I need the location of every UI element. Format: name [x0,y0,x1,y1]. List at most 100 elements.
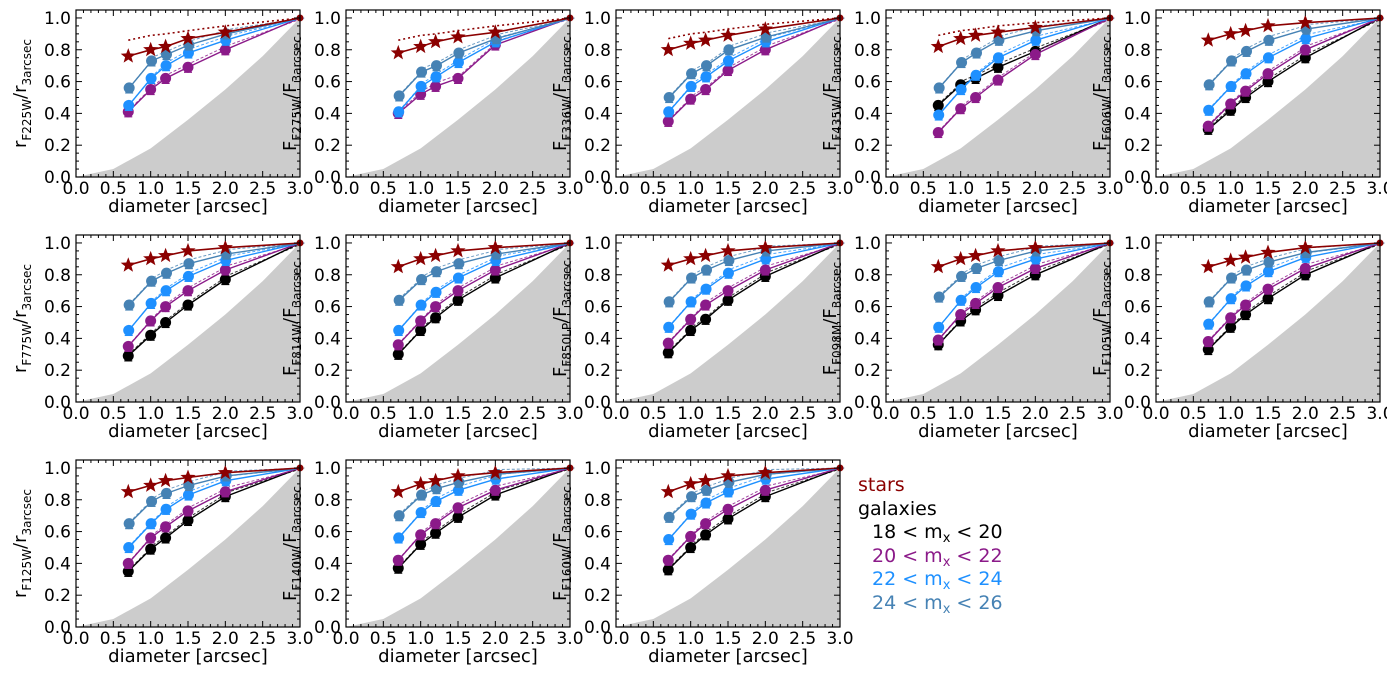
point-star [180,242,196,258]
point-star [487,464,503,480]
point-m18_20 [722,513,734,525]
point-m20_22 [1240,299,1252,311]
point-m18_20 [430,527,442,539]
point-m22_24 [1262,266,1274,278]
legend-stars: stars [858,474,905,496]
y-tick-label: 0.0 [1124,393,1151,413]
series-stars-line [1208,242,1381,268]
point-star [390,483,406,499]
y-axis-label: rF225W/r3arcsec [10,39,34,148]
shaded-region [346,18,570,177]
point-star [968,247,984,263]
y-tick-label: 1.0 [44,234,71,254]
y-tick-label: 0.2 [1124,361,1151,381]
y-tick-label: 0.6 [314,298,341,318]
y-tick-label: 0.8 [314,491,341,511]
x-tick-label: 2.0 [752,404,779,424]
panel-F105W: 0.00.51.01.52.02.53.00.00.20.40.60.81.0d… [1090,234,1387,442]
y-tick-label: 0.4 [854,104,881,124]
point-star [1223,25,1239,41]
y-tick-label: 0.2 [314,136,341,156]
point-m24_26 [123,82,135,94]
point-m20_22 [1262,283,1274,295]
point-m20_22 [662,554,674,566]
y-tick-label: 0.2 [44,136,71,156]
panel-F606W: 0.00.51.01.52.02.53.00.00.20.40.60.81.0d… [1090,9,1387,217]
point-m22_24 [700,283,712,295]
y-tick-label: 0.8 [584,266,611,286]
point-star [930,258,946,274]
point-m20_22 [430,518,442,530]
x-tick-label: 3.0 [556,404,583,424]
point-star [953,250,969,266]
panel-F225W: 0.0 0.5 1.0 1.5 2.0 2.5 3.00.00.20.40.60.81.0d… [10,9,314,217]
point-m20_22 [722,64,734,76]
point-m22_24 [700,71,712,83]
y-axis-label-mid: /F [820,83,841,99]
y-tick-label: 0.6 [314,523,341,543]
x-axis-label: diameter [arcsec] [1188,196,1348,217]
point-m18_20 [145,329,157,341]
point-star [180,30,196,46]
shaded-region [1156,18,1380,177]
point-m20_22 [1029,49,1041,61]
x-tick-label: 2.5 [519,404,546,424]
point-m20_22 [145,84,157,96]
y-tick-label: 0.6 [1124,73,1151,93]
shaded-region [886,243,1110,402]
x-tick-label: 2.5 [1329,179,1356,199]
point-m22_24 [1240,280,1252,292]
x-tick-label: 0.5 [370,629,397,649]
y-tick-label: 0.2 [854,361,881,381]
point-m18_20 [415,324,427,336]
y-axis-label-sub: F775W [20,324,34,366]
x-tick-label: 1.5 [444,629,471,649]
panel-F336W: 0.0 0.5 1.0 1.5 2.0 2.5 3.00.00.20.40.60.81.0d… [550,9,854,217]
y-axis-label-sub: F435W [830,99,844,141]
y-axis-label-sub2: 3arcsec [830,262,844,309]
point-star [1223,252,1239,267]
y-tick-label: 0.4 [584,329,611,349]
y-tick-label: 0.0 [314,168,341,188]
point-star [158,247,174,263]
y-axis-label-sub: F098M [830,325,844,365]
y-tick-label: 1.0 [44,459,71,479]
point-m22_24 [1225,80,1237,92]
point-m24_26 [393,294,405,306]
point-m24_26 [663,511,675,523]
y-axis-label-prefix: F [550,591,571,601]
shaded-region [346,468,570,627]
point-m20_22 [160,301,172,313]
x-axis-label: diameter [arcsec] [648,646,808,667]
point-m20_22 [700,84,712,96]
x-tick-label: 3.0 [1366,404,1387,424]
point-star [390,44,406,60]
x-tick-label: 0.5 [370,404,397,424]
x-tick-label: 0.5 [100,179,127,199]
point-star [698,32,714,47]
point-star [413,250,429,266]
x-axis-label: diameter [arcsec] [108,421,268,442]
series-m22_24-dashed [942,17,1115,111]
y-axis-label-sub2: 3arcsec [560,486,574,533]
shaded-region [76,243,300,402]
y-axis-label-mid: /r [10,535,31,549]
series-stars-line [398,17,571,54]
point-m24_26 [1240,45,1252,57]
point-m20_22 [182,285,194,297]
y-tick-label: 0.8 [44,41,71,61]
x-tick-label: 2.0 [1292,404,1319,424]
series-m20_22-dashed [131,242,304,342]
y-axis-label-sub: F140W [290,549,304,591]
x-tick-label: 1.5 [714,404,741,424]
y-tick-label: 0.4 [44,554,71,574]
x-tick-label: 0.5 [910,179,937,199]
y-tick-label: 0.2 [314,361,341,381]
point-star [1297,239,1313,255]
series-stars-line [668,467,841,493]
point-m22_24 [970,281,982,293]
x-tick-label: 2.5 [789,629,816,649]
y-tick-label: 0.2 [854,136,881,156]
point-star [1200,258,1216,274]
y-axis-label-sub2: 3arcsec [20,39,34,86]
